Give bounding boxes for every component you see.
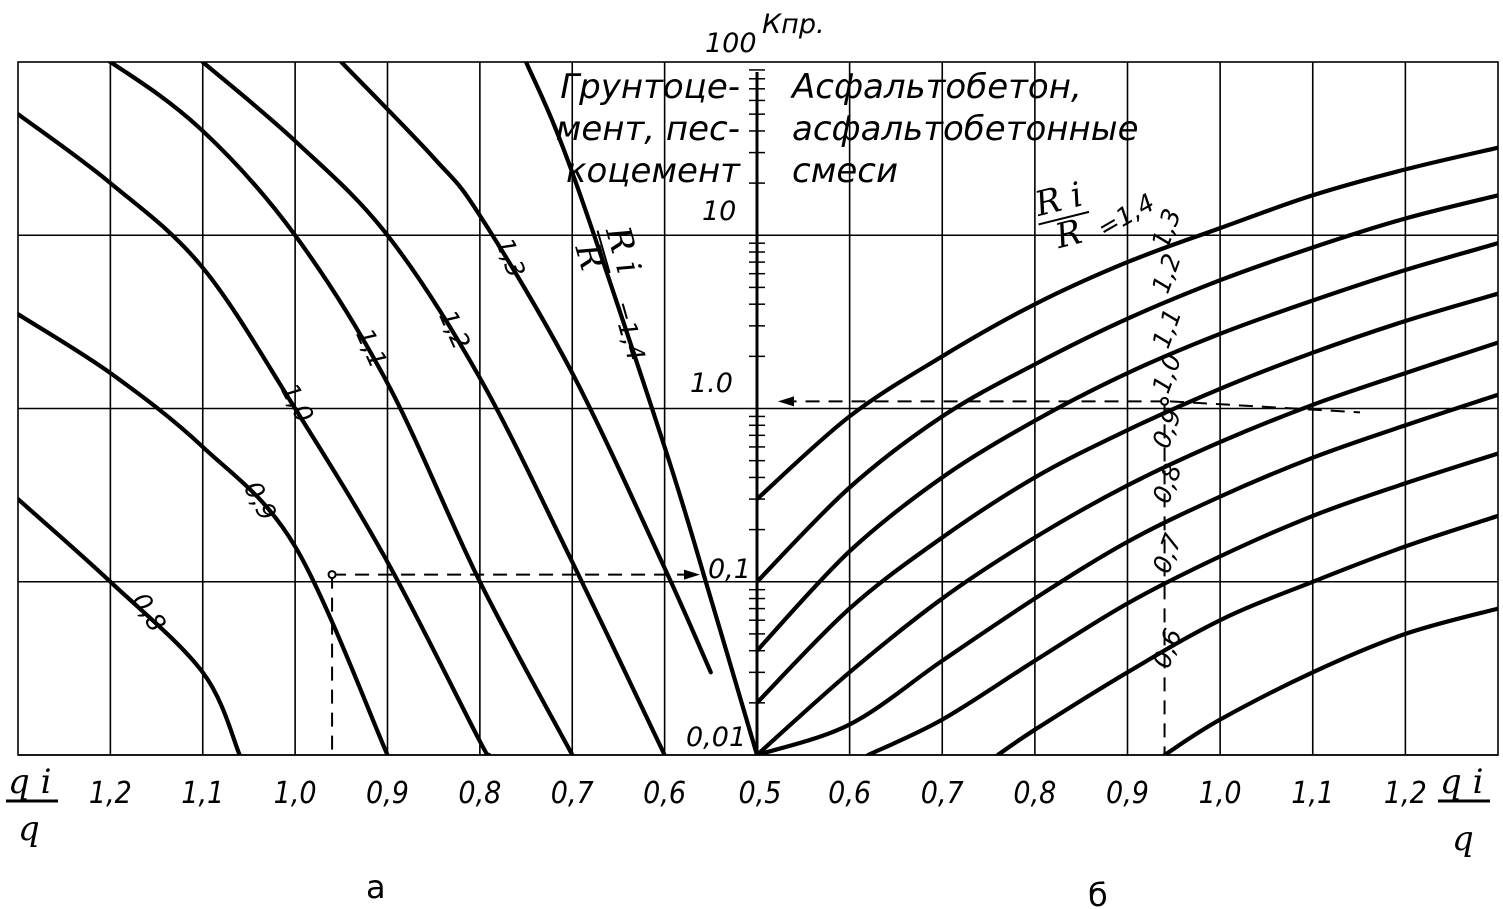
panel-b-curve-label: 1,1 (1146, 305, 1187, 352)
panel-b-caption: б (1088, 876, 1108, 909)
panel-a-curve-1-0 (18, 112, 492, 755)
y-axis-label: Кпр. (762, 9, 825, 40)
panel-b-curves (757, 145, 1498, 755)
panel-a-x-tick: 1,2 (89, 776, 132, 811)
panel-a-x-tick: 0,9 (366, 776, 409, 811)
panel-a-note-line-3: коцемент (566, 151, 741, 191)
panel-b-x-tick: 0,7 (921, 776, 964, 811)
panel-b-x-label: q i q (1438, 762, 1490, 859)
panel-b-note-line-3: смеси (792, 151, 898, 191)
panel-b-curve-label: 0,9 (1147, 405, 1188, 452)
panel-b-curve-label: 1,2 (1146, 250, 1187, 297)
guide-b-extension (1169, 400, 1361, 414)
panel-b-x-tick: 0,8 (1013, 776, 1056, 811)
panel-a-curve-1-2 (200, 62, 667, 755)
panel-b-curve-0-7 (995, 513, 1498, 755)
tick-labels: 1,2 1,1 1,0 0,9 0,8 0,7 0,6 0,5 0,6 0,7 0,8 0,9 1,0 1… (89, 776, 1427, 811)
panel-a-x-tick: 0,7 (551, 776, 594, 811)
panel-a-caption: а (366, 868, 386, 906)
panel-a-curves (18, 62, 757, 755)
panel-b-curve-label: 0,7 (1147, 530, 1188, 577)
panel-a-x-label: q i q (6, 762, 58, 849)
panel-b-curve-0-6 (1162, 606, 1498, 755)
guide-a-arrow (684, 569, 700, 580)
panel-b-curve-1-0 (757, 340, 1498, 755)
y-tick-0-01: 0,01 (686, 722, 746, 753)
panel-b-curve-0-9 (757, 392, 1498, 755)
panel-a-curve-0-8 (18, 497, 242, 755)
panel-a-series-param: R i R (566, 221, 648, 278)
panel-b-curve-label: 0,6 (1147, 625, 1188, 672)
panel-a-note-line-1: Грунтоце- (560, 67, 740, 107)
panel-a-x-label-num: q i (8, 762, 51, 802)
panel-b-x-tick: 1,2 (1384, 776, 1427, 811)
guide-a-point (327, 570, 337, 580)
panel-a-note-line-2: мент, пес- (556, 109, 740, 149)
panel-a-curve-1-4 (524, 62, 757, 755)
y-tick-0-1: 0,1 (708, 554, 751, 585)
panel-a-x-tick: 1,1 (181, 776, 224, 811)
panel-b-curve-label: 1,0 (1146, 350, 1187, 397)
panel-a-curve-1-3 (339, 62, 713, 675)
panel-a-curve-label: =1,4 (606, 298, 651, 364)
panel-a-x-label-den: q (18, 809, 40, 849)
panel-b-note-line-1: Асфальтобетон, (790, 67, 1082, 107)
panel-b-curve-label: 0,8 (1147, 460, 1188, 507)
panel-a-x-tick: 0,8 (458, 776, 501, 811)
panel-b-curve-0-8 (866, 451, 1498, 755)
guide-b-point (1160, 396, 1170, 406)
panel-b-x-label-num: q i (1440, 762, 1483, 802)
panel-b-note: Асфальтобетон, асфальтобетонные смеси (790, 67, 1139, 191)
panel-b-x-tick: 0,6 (828, 776, 871, 811)
panel-b-x-tick: 1,1 (1291, 776, 1334, 811)
panel-b-x-tick: 1,0 (1199, 776, 1242, 811)
panel-b-x-label-den: q (1452, 819, 1474, 859)
panel-a-param-bar (596, 230, 611, 274)
panel-a-x-tick: 0,6 (643, 776, 686, 811)
panel-a-x-tick: 1,0 (274, 776, 317, 811)
panel-a-curve-0-9 (18, 312, 390, 755)
panel-a-note: Грунтоце- мент, пес- коцемент (556, 67, 742, 191)
panel-b-note-line-2: асфальтобетонные (792, 109, 1139, 149)
panel-b-x-tick: 0,9 (1106, 776, 1149, 811)
panel-b-param-den: R (1050, 212, 1085, 257)
guide-b-arrow (778, 396, 794, 407)
panel-b-curve-1-3 (757, 193, 1498, 584)
panel-b-curve-1-1 (757, 291, 1498, 705)
panel-a-curve-label: 1,3 (490, 234, 531, 281)
example-guides (327, 396, 1361, 755)
panel-b-x-tick: 0,5 (739, 776, 782, 811)
y-tick-100: 100 (705, 28, 757, 59)
panel-a-curve-1-1 (106, 62, 575, 755)
panel-b-series-param: R i R (1030, 175, 1090, 257)
panel-b-curve-1-4 (757, 145, 1498, 502)
y-tick-10: 10 (702, 196, 736, 227)
panel-b-param-bar (1038, 210, 1090, 226)
y-tick-1: 1.0 (690, 368, 733, 399)
panel-b-curve-1-2 (757, 241, 1498, 653)
